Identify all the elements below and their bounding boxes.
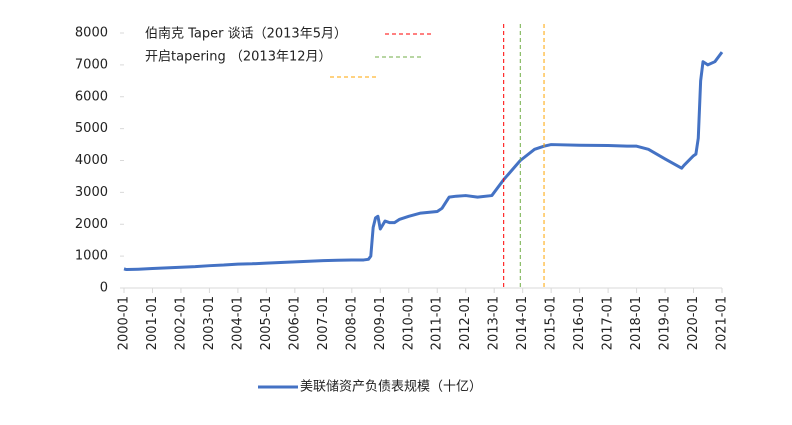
- x-tick-label: 2020-01: [686, 296, 701, 350]
- x-tick-label: 2002-01: [173, 296, 188, 350]
- y-tick-label: 5000: [75, 121, 108, 136]
- x-tick-label: 2005-01: [259, 296, 274, 350]
- x-tick-label: 2016-01: [572, 296, 587, 350]
- data-line: [123, 51, 724, 272]
- y-tick-label: 4000: [75, 153, 108, 168]
- x-tick-label: 2009-01: [373, 296, 388, 350]
- y-tick-label: 2000: [75, 217, 108, 232]
- x-tick-label: 2013-01: [487, 296, 502, 350]
- y-tick-label: 3000: [75, 185, 108, 200]
- x-tick-label: 2004-01: [230, 296, 245, 350]
- x-tick-label: 2017-01: [601, 296, 616, 350]
- x-tick-label: 2000-01: [117, 296, 132, 350]
- x-tick-label: 2014-01: [515, 296, 530, 350]
- x-tick-label: 2011-01: [430, 296, 445, 350]
- y-tick-label: 1000: [75, 249, 108, 264]
- x-tick-label: 2007-01: [316, 296, 331, 350]
- x-tick-label: 2001-01: [145, 296, 160, 350]
- y-tick-label: 6000: [75, 89, 108, 104]
- x-tick-label: 2021-01: [715, 296, 730, 350]
- x-tick-label: 2008-01: [344, 296, 359, 350]
- y-tick-label: 8000: [75, 26, 108, 41]
- annotation: 伯南克 Taper 谈话（2013年5月）: [145, 26, 347, 42]
- x-tick-label: 2018-01: [629, 296, 644, 350]
- x-tick-label: 2010-01: [401, 296, 416, 350]
- annotation: 开启tapering （2013年12月）: [145, 50, 332, 65]
- x-tick-label: 2015-01: [544, 296, 559, 350]
- y-tick-label: 0: [100, 281, 108, 296]
- x-tick-label: 2003-01: [202, 296, 217, 350]
- x-tick-label: 2006-01: [287, 296, 302, 350]
- legend-label: 美联储资产负债表规模（十亿）: [300, 380, 482, 395]
- x-tick-label: 2019-01: [658, 296, 673, 350]
- x-tick-label: 2012-01: [458, 296, 473, 350]
- y-tick-label: 7000: [75, 57, 108, 72]
